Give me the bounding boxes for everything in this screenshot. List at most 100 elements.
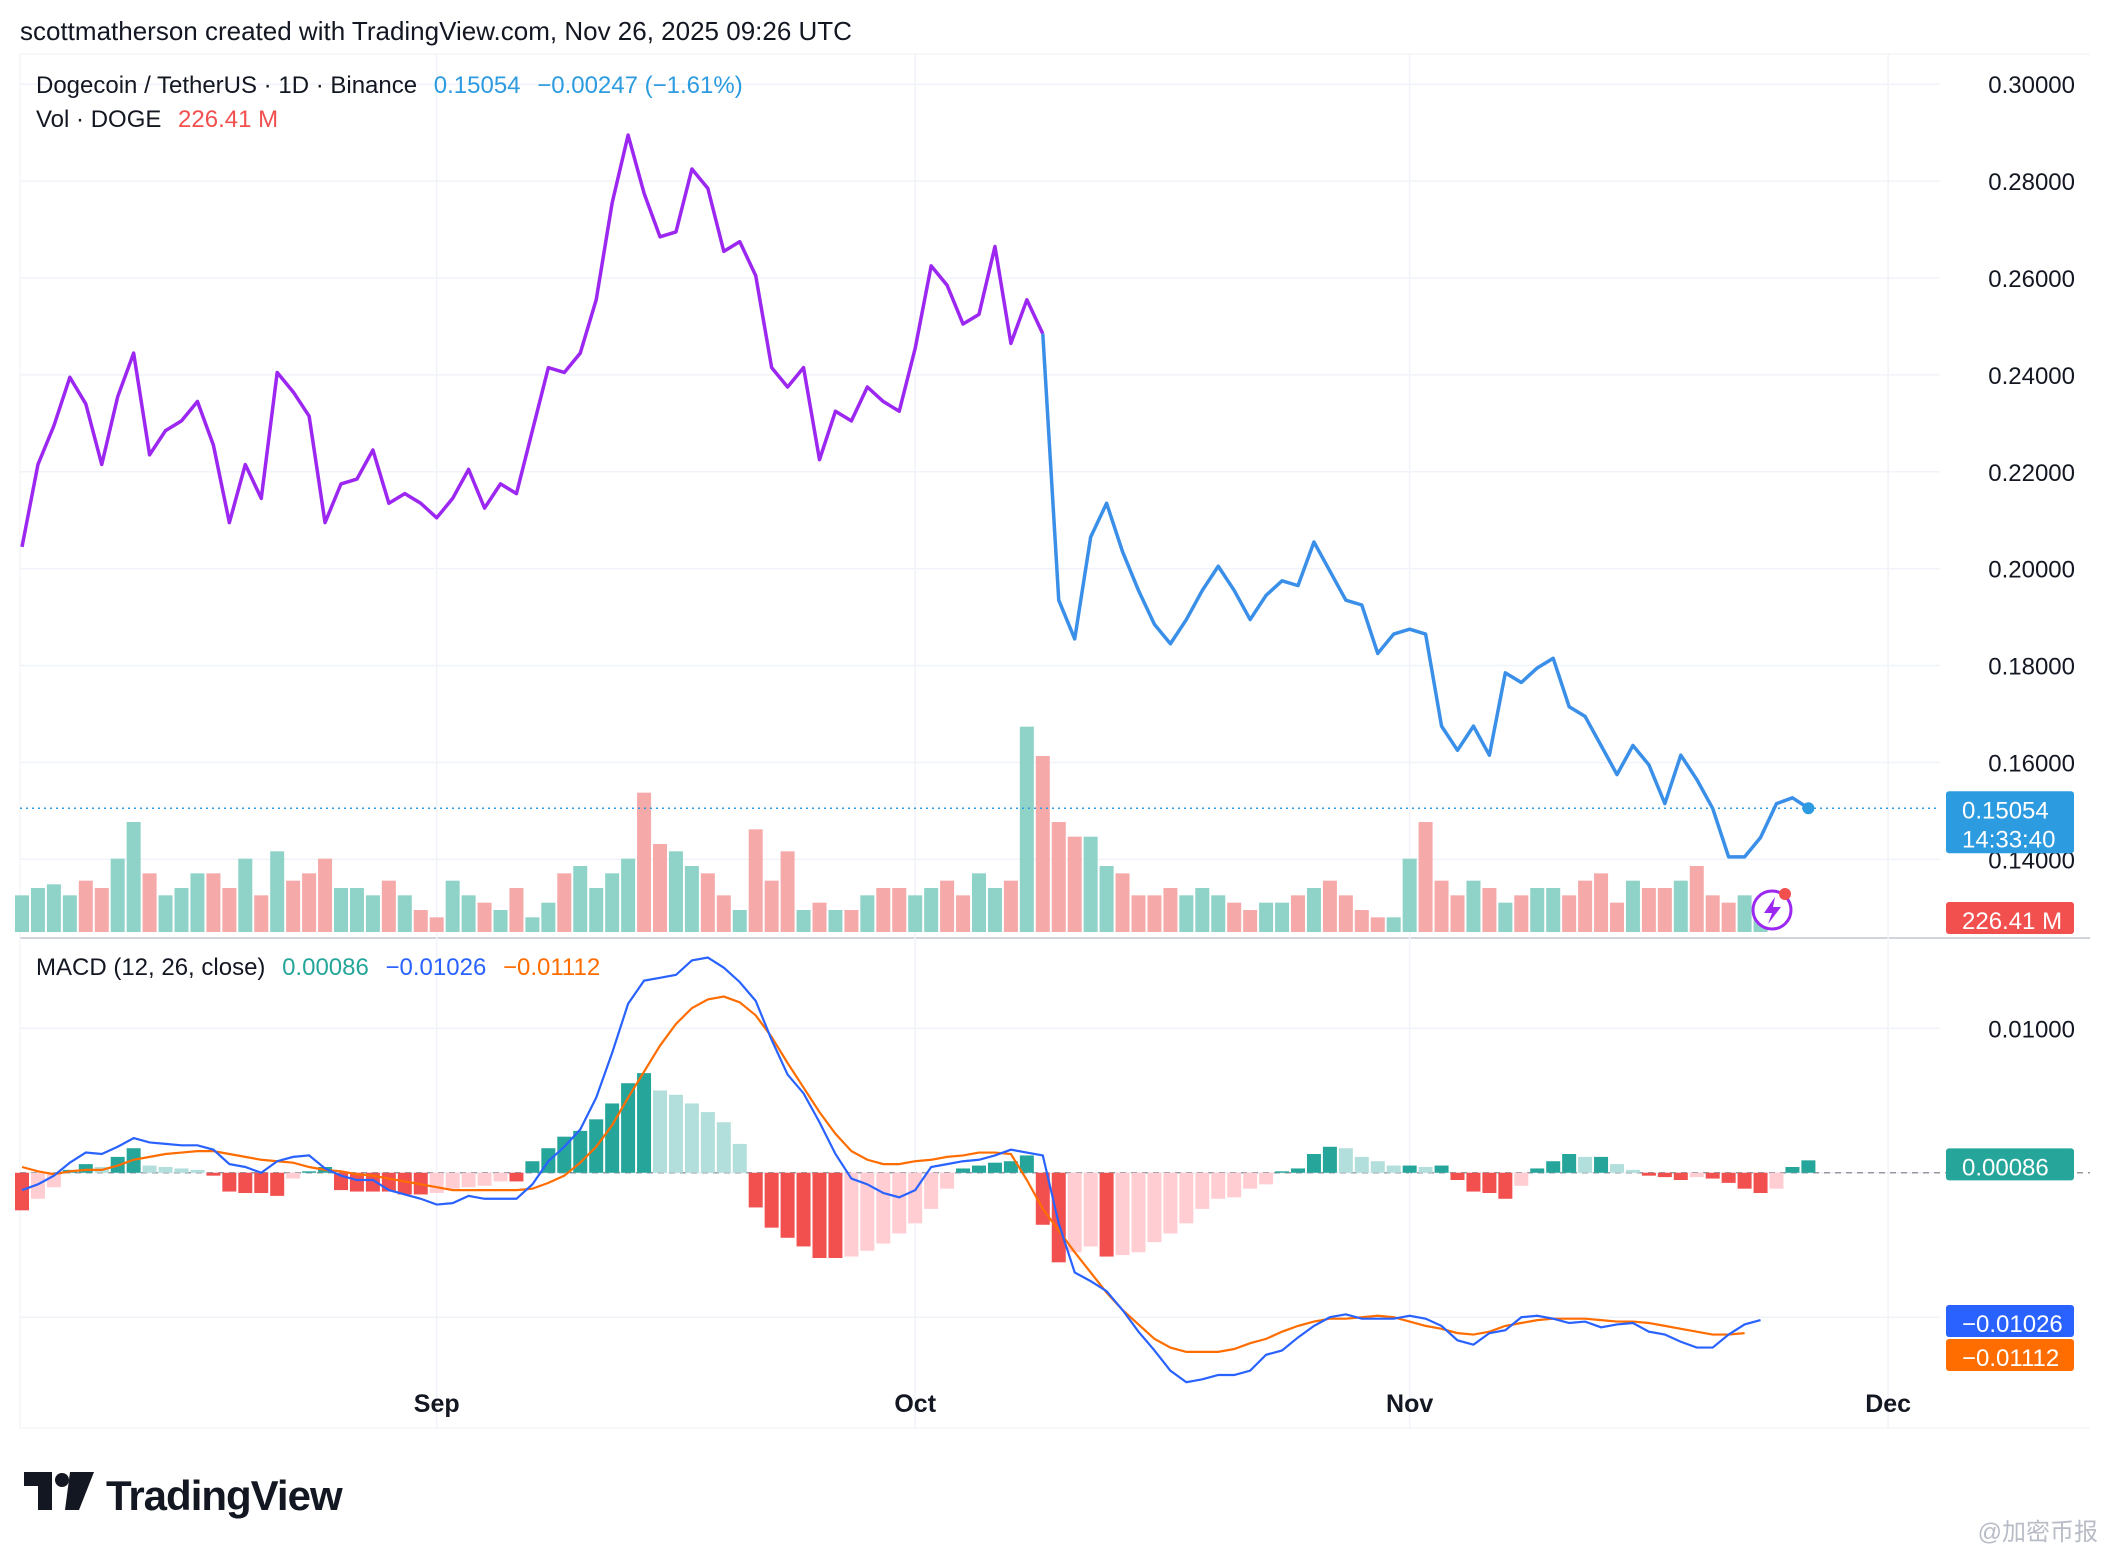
volume-badge-text: 226.41 M — [1962, 908, 2062, 935]
macd-hist-bar — [254, 1172, 269, 1193]
volume-bars — [15, 726, 1768, 932]
volume-bar — [1291, 895, 1305, 932]
volume-bar — [764, 880, 779, 932]
macd-hist-bar — [1418, 1167, 1433, 1173]
macd-hist-bar — [1514, 1172, 1529, 1186]
time-tick-label: Nov — [1386, 1390, 1433, 1418]
price-tick-label: 0.22000 — [1988, 460, 2075, 487]
volume-bar — [1721, 902, 1736, 932]
symbol-title[interactable]: Dogecoin / TetherUS · 1D · Binance — [36, 72, 418, 99]
macd-hist-bar — [844, 1172, 859, 1257]
volume-bar — [700, 873, 715, 932]
macd-hist-bar — [653, 1090, 667, 1173]
legend-price: 0.15054 — [433, 72, 521, 99]
macd-hist-bar — [1610, 1164, 1624, 1173]
macd-hist-bar — [158, 1167, 173, 1173]
price-badge-text: 0.15054 — [1962, 797, 2049, 824]
legend-macd-line: −0.01026 — [385, 954, 487, 981]
macd-hist-bar — [190, 1169, 205, 1173]
volume-bar — [94, 888, 109, 932]
volume-bar — [812, 902, 827, 932]
volume-bar — [1673, 880, 1688, 932]
macd-hist-bar — [1689, 1172, 1704, 1178]
time-tick-label: Sep — [414, 1390, 460, 1418]
volume-bar — [62, 895, 77, 932]
macd-hist-bar — [429, 1172, 444, 1193]
macd-hist-bar — [860, 1172, 875, 1251]
volume-bar — [365, 895, 380, 932]
volume-bar — [796, 910, 811, 932]
volume-bar — [1625, 880, 1640, 932]
volume-bar — [349, 888, 364, 932]
tradingview-logo[interactable]: TradingView — [24, 1470, 343, 1521]
volume-bar — [302, 873, 317, 932]
volume-bar — [1482, 888, 1497, 932]
macd-hist-bar — [525, 1161, 540, 1173]
price-badge-text: 14:33:40 — [1962, 826, 2055, 853]
macd-hist-bar — [1801, 1160, 1816, 1173]
macd-hist-bar — [1578, 1156, 1593, 1173]
volume-bar — [477, 902, 492, 932]
macd-hist-bar — [397, 1172, 412, 1195]
volume-bar — [413, 910, 428, 932]
volume-bar — [972, 873, 986, 932]
volume-bar — [956, 895, 971, 932]
volume-bar — [1147, 895, 1162, 932]
signal-badge: −0.01112 — [1946, 1338, 2074, 1372]
macd-hist-bar — [381, 1172, 396, 1192]
volume-bar — [732, 910, 747, 932]
volume-bar — [1498, 902, 1513, 932]
volume-bar — [1227, 902, 1242, 932]
volume-bar — [46, 884, 61, 932]
volume-bar — [1657, 888, 1672, 932]
volume-bar — [1418, 822, 1433, 932]
macd-title[interactable]: MACD (12, 26, close) — [36, 954, 266, 981]
time-tick-label: Dec — [1865, 1390, 1911, 1418]
volume-bar — [1035, 756, 1050, 932]
macd-hist-bar — [1211, 1172, 1226, 1199]
price-line — [20, 133, 1940, 931]
volume-bar — [589, 888, 604, 932]
volume-bar — [668, 851, 683, 932]
macd-hist-bar — [1322, 1146, 1337, 1173]
volume-bar — [206, 873, 221, 932]
price-line-purple — [20, 133, 1045, 548]
volume-bar — [525, 917, 540, 932]
attribution: scottmatherson created with TradingView.… — [20, 16, 852, 46]
volume-bar — [1641, 888, 1656, 932]
macd-hist-bar — [1035, 1172, 1050, 1225]
volume-bar — [892, 888, 907, 932]
macd-hist-bar — [477, 1172, 492, 1186]
macd-hist-bar — [1450, 1172, 1465, 1180]
axes: 0.30000 0.28000 0.26000 0.24000 0.22000 0.200… — [414, 72, 2075, 1418]
macd-hist-bar — [1003, 1161, 1018, 1173]
macd-hist-bar — [1306, 1154, 1321, 1173]
macd-hist-bar — [1721, 1172, 1736, 1183]
legend-macd-hist: 0.00086 — [282, 954, 369, 981]
macd-hist-bar — [142, 1165, 157, 1173]
macd-hist-bar — [1019, 1155, 1034, 1173]
volume-bar — [1195, 888, 1210, 932]
volume-title[interactable]: Vol · DOGE — [36, 106, 162, 133]
volume-bar — [541, 902, 556, 932]
volume-bar — [924, 888, 939, 932]
macd-hist-bar — [461, 1172, 476, 1188]
signal-badge-bg — [1946, 1338, 2074, 1371]
volume-bar — [637, 792, 652, 932]
price-tick-label: 0.24000 — [1988, 363, 2075, 390]
macd-hist-bar — [349, 1172, 364, 1192]
macd-hist-bar — [222, 1172, 237, 1192]
macd-hist-bar — [1705, 1172, 1720, 1179]
volume-bar — [860, 895, 875, 932]
volume-bar — [445, 880, 460, 932]
volume-bar — [557, 873, 572, 932]
macd-line-badge-bg — [1946, 1304, 2074, 1337]
time-tick-label: Oct — [894, 1390, 936, 1418]
volume-bar — [1067, 836, 1082, 932]
volume-bar — [1211, 895, 1226, 932]
macd-hist-bar — [940, 1172, 955, 1189]
macd-hist-bar — [637, 1073, 652, 1173]
macd-hist-bar — [924, 1172, 939, 1209]
